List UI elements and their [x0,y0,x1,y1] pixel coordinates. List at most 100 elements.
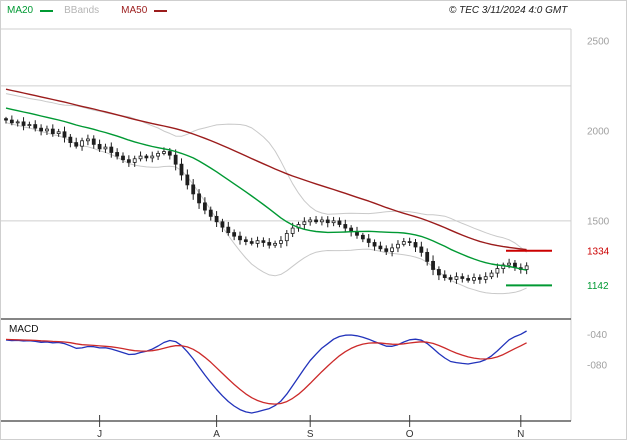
candle-body [121,155,125,161]
candle-body [273,242,278,246]
candle-body [267,242,272,246]
candle-body [232,232,237,237]
candle-body [115,152,120,157]
candle-body [431,260,435,270]
candle-body [27,124,32,126]
candle-body [390,247,395,252]
bollinger-lower-band [5,122,527,295]
candle-body [74,142,79,147]
candle-body [384,248,389,252]
macd-line [5,330,527,414]
candle-body [138,155,143,160]
candle-body [366,238,371,243]
candle-body [80,140,84,147]
candle-body [97,143,102,150]
candle-body [208,209,213,217]
candle-body [150,155,155,159]
candle-body [197,193,201,204]
candle-body [407,241,412,243]
candle-body [284,233,289,242]
candle-body [372,242,377,247]
candle-body [442,274,447,278]
candle-body [319,219,324,223]
candle-body [39,127,43,132]
candle-body [255,240,260,244]
price-tick-label: 2500 [587,36,610,47]
candle-body [68,136,73,143]
candle-body [401,241,406,245]
candle-body [360,234,365,240]
candle-body [144,155,149,159]
candle-body [156,152,161,157]
month-label: O [406,429,414,440]
month-label: A [213,429,220,440]
candle-body [308,219,313,223]
legend-ma20-label: MA20 [7,5,34,16]
candle-body [396,243,400,249]
candle-body [337,220,342,225]
candle-body [489,272,494,278]
ma50-line [5,88,527,251]
candle-body [4,118,8,121]
candle-body [214,215,219,223]
candle-body [238,235,242,241]
candle-body [173,154,178,165]
candle-body [167,151,172,156]
candle-body [103,146,108,150]
candle-body [413,242,418,248]
candle-body [507,262,512,266]
candle-body [261,240,266,243]
candle-body [126,159,131,163]
candle-body [472,277,476,281]
candle-body [15,121,20,124]
macd-tick-label: -040 [587,330,607,341]
candle-body [249,241,254,244]
macd-tick-label: -080 [587,361,607,372]
price-marker-label: 1334 [587,246,610,257]
candle-body [436,269,441,276]
price-marker-label: 1142 [587,281,609,292]
candle-body [425,251,430,262]
candle-body [191,184,196,195]
candle-body [325,219,330,224]
candle-body [226,226,231,233]
candle-body [343,224,348,229]
candle-body [62,131,67,138]
macd-panel-label: MACD [9,324,39,335]
candle-body [524,265,529,270]
candle-body [220,221,225,228]
candle-body [477,277,482,280]
candle-body [86,138,90,142]
candle-body [243,239,248,242]
candle-body [331,220,336,224]
candle-body [45,128,49,132]
candle-body [501,264,506,269]
candle-body [56,131,61,134]
candle-body [33,124,38,129]
candle-body [109,146,114,153]
legend-ma50-label: MA50 [121,5,148,16]
candle-body [466,278,471,281]
candle-body [132,158,137,163]
candle-body [179,163,184,176]
candle-body [279,240,283,244]
candle-body [483,276,488,280]
candle-body [302,221,307,225]
macd-signal-line [5,338,527,405]
month-label: J [97,429,102,440]
legend-ma50-line-swatch [154,10,168,12]
candle-body [91,138,96,145]
candle-body [378,245,383,250]
month-label: S [307,429,314,440]
legend-ma20-line-swatch [40,10,54,12]
candle-body [185,174,190,186]
candle-body [419,246,424,253]
legend-bbands-label: BBands [64,5,100,16]
candle-body [495,268,500,274]
candle-body [9,119,14,124]
candle-body [314,219,318,223]
candle-body [202,202,207,211]
copyright-text: © TEC 3/11/2024 4:0 GMT [449,5,568,16]
